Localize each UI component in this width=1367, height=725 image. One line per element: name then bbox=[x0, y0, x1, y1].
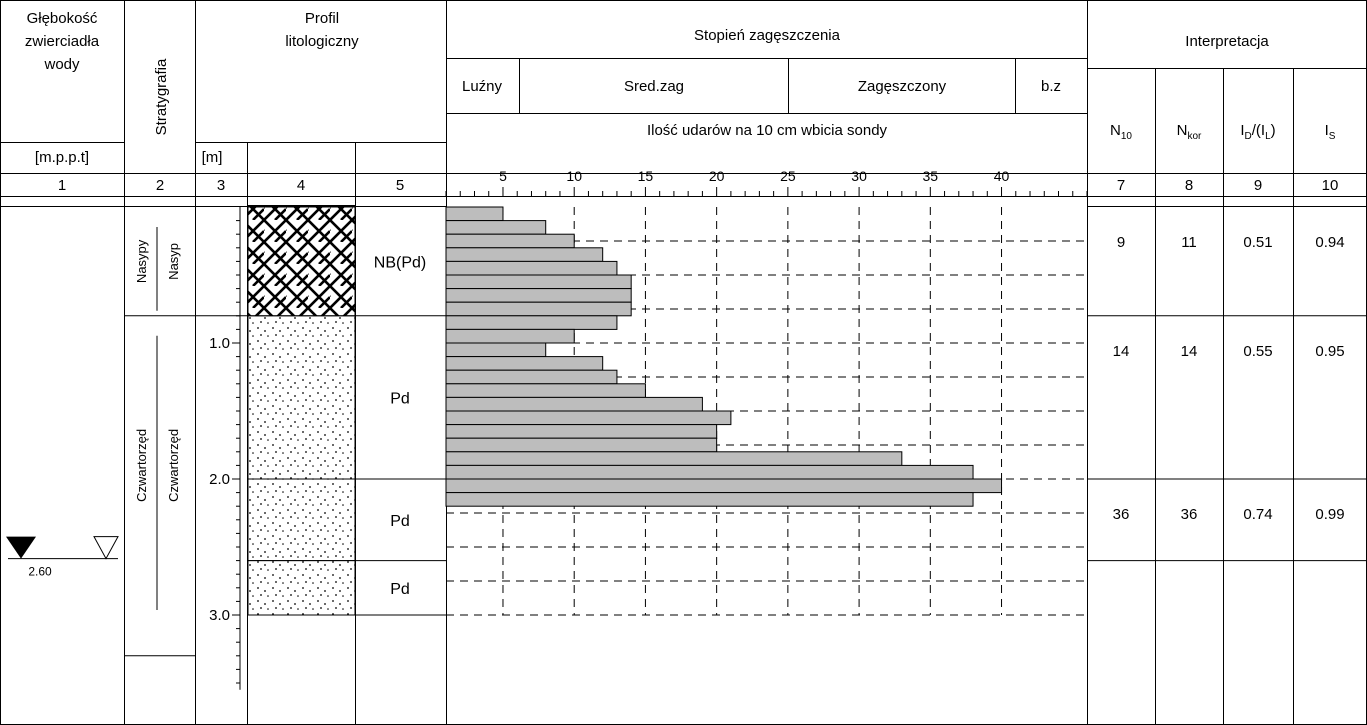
layer-name-0: NB(Pd) bbox=[374, 254, 426, 271]
bar-9 bbox=[445, 328, 575, 344]
header-depth-line3: wody bbox=[43, 56, 80, 73]
strat-label-b-1: Czwartorzęd bbox=[166, 429, 181, 502]
interp-n10-0: 9 bbox=[1117, 234, 1125, 251]
bar-10 bbox=[445, 342, 547, 358]
depth-label-2: 3.0 bbox=[209, 607, 230, 624]
header-depth-line2: zwierciadła bbox=[25, 33, 100, 50]
col-number-7: 7 bbox=[1117, 177, 1125, 194]
chart-x-axis: 5 10 15 20 25 30 35 40 bbox=[445, 168, 1088, 196]
header-id-il: ID/(IL) bbox=[1240, 122, 1275, 142]
col-number-1: 1 bbox=[58, 177, 66, 194]
strat-label-a-1: Czwartorzęd bbox=[134, 429, 149, 502]
interp-is-2: 0.99 bbox=[1315, 506, 1344, 523]
x-tick-label-6: 35 bbox=[923, 168, 939, 184]
bar-6 bbox=[445, 288, 632, 303]
x-tick-label-7: 40 bbox=[994, 168, 1010, 184]
header-depth-m: [m] bbox=[202, 149, 223, 166]
interp-nkor-0: 11 bbox=[1181, 234, 1197, 251]
bar-20 bbox=[445, 478, 1003, 494]
bar-7 bbox=[445, 301, 632, 317]
interp-id-2: 0.74 bbox=[1243, 506, 1272, 523]
bar-8 bbox=[445, 315, 618, 330]
interp-n10-2: 36 bbox=[1113, 506, 1130, 523]
layer-0 bbox=[247, 206, 356, 317]
header-stratigraphy: Stratygrafia bbox=[153, 58, 170, 135]
interp-is-1: 0.95 bbox=[1315, 343, 1344, 360]
depth-label-1: 2.0 bbox=[209, 471, 230, 488]
bar-14 bbox=[445, 396, 703, 412]
chart-bars bbox=[445, 206, 1003, 507]
bar-12 bbox=[445, 369, 618, 385]
interpretation-table: 9 11 0.51 0.94 14 14 0.55 0.95 36 36 0.74 0.99 bbox=[1087, 234, 1367, 562]
bar-18 bbox=[445, 451, 903, 466]
header-nkor: Nkor bbox=[1177, 122, 1202, 142]
bar-4 bbox=[445, 260, 618, 276]
bar-1 bbox=[445, 220, 547, 235]
interp-is-0: 0.94 bbox=[1315, 234, 1344, 251]
header-interpretation: Interpretacja bbox=[1185, 33, 1269, 50]
category-dense: Zagęszczony bbox=[858, 78, 947, 95]
bar-17 bbox=[445, 437, 718, 453]
header-is: IS bbox=[1325, 122, 1336, 142]
interp-n10-1: 14 bbox=[1113, 343, 1130, 360]
water-level-found-icon bbox=[6, 536, 36, 559]
col-number-10: 10 bbox=[1322, 177, 1339, 194]
category-very-dense: b.z bbox=[1041, 78, 1061, 95]
col-number-3: 3 bbox=[217, 177, 225, 194]
bar-19 bbox=[445, 464, 974, 480]
water-table: 2.60 bbox=[6, 536, 119, 579]
interp-nkor-2: 36 bbox=[1181, 506, 1198, 523]
header-depth-line1: Głębokość bbox=[27, 10, 98, 27]
header-profile-line2: litologiczny bbox=[285, 33, 359, 50]
chart-title: Stopień zagęszczenia bbox=[694, 27, 841, 44]
layer-1 bbox=[247, 315, 356, 480]
header-depth-unit: [m.p.p.t] bbox=[35, 149, 89, 166]
depth-axis: 1.0 2.0 3.0 bbox=[209, 207, 241, 690]
stratigraphy-column: Nasypy Nasyp Czwartorzęd Czwartorzęd bbox=[134, 227, 181, 610]
interp-nkor-1: 14 bbox=[1181, 343, 1198, 360]
col-number-8: 8 bbox=[1185, 177, 1193, 194]
bar-3 bbox=[445, 247, 604, 262]
category-loose: Luźny bbox=[462, 78, 503, 95]
col-number-2: 2 bbox=[156, 177, 164, 194]
x-tick-label-5: 30 bbox=[851, 168, 867, 184]
col-number-4: 4 bbox=[297, 177, 305, 194]
col-number-5: 5 bbox=[396, 177, 404, 194]
header-n10: N10 bbox=[1110, 122, 1132, 142]
x-tick-label-1: 10 bbox=[566, 168, 582, 184]
bar-21 bbox=[445, 492, 974, 507]
chart-subtitle: Ilość udarów na 10 cm wbicia sondy bbox=[647, 122, 888, 139]
interp-id-1: 0.55 bbox=[1243, 343, 1272, 360]
bar-0 bbox=[445, 206, 504, 222]
col-number-9: 9 bbox=[1254, 177, 1262, 194]
interp-id-0: 0.51 bbox=[1243, 234, 1272, 251]
layer-name-1: Pd bbox=[390, 390, 410, 407]
x-tick-label-2: 15 bbox=[638, 168, 654, 184]
strat-label-a-0: Nasypy bbox=[134, 239, 149, 283]
profile-top-line bbox=[248, 205, 355, 207]
bar-5 bbox=[445, 274, 632, 290]
x-tick-label-4: 25 bbox=[780, 168, 796, 184]
lithology-profile: NB(Pd) Pd Pd Pd bbox=[124, 205, 446, 657]
water-level-stable-icon bbox=[93, 536, 119, 560]
header-profile-line1: Profil bbox=[305, 10, 339, 27]
bar-15 bbox=[445, 410, 732, 426]
water-depth-label: 2.60 bbox=[28, 565, 52, 579]
layer-name-2: Pd bbox=[390, 513, 410, 530]
category-medium: Sred.zag bbox=[624, 78, 684, 95]
bar-13 bbox=[445, 383, 646, 398]
bar-11 bbox=[445, 356, 604, 371]
depth-label-0: 1.0 bbox=[209, 335, 230, 352]
x-tick-label-0: 5 bbox=[499, 168, 507, 184]
layer-name-3: Pd bbox=[390, 581, 410, 598]
chart-grid bbox=[446, 207, 1087, 616]
layer-3 bbox=[247, 560, 356, 616]
x-tick-label-3: 20 bbox=[709, 168, 725, 184]
strat-label-b-0: Nasyp bbox=[166, 243, 181, 280]
layer-2 bbox=[247, 478, 356, 562]
bar-2 bbox=[445, 233, 575, 249]
bar-16 bbox=[445, 424, 718, 439]
